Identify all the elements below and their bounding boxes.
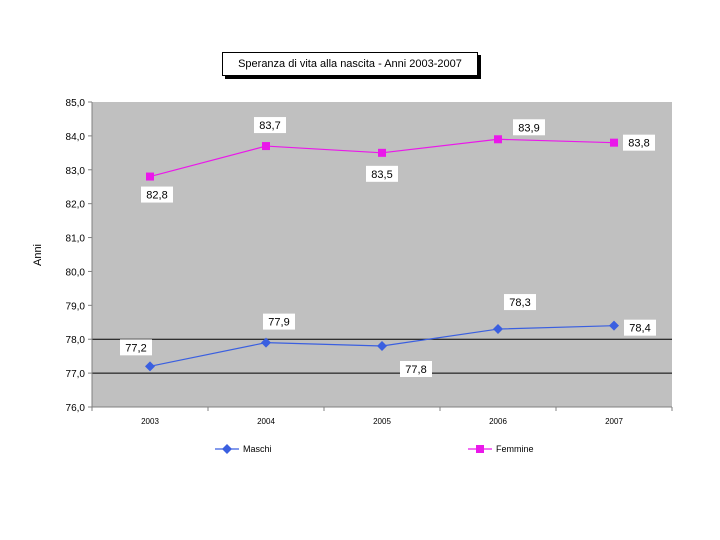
data-point-femmine bbox=[262, 142, 270, 151]
data-point-maschi bbox=[261, 337, 271, 348]
data-label-text: 78,4 bbox=[629, 323, 650, 335]
data-label-text: 78,3 bbox=[509, 297, 530, 309]
data-label-maschi: 77,9 bbox=[263, 313, 295, 330]
data-label-box bbox=[400, 361, 432, 377]
data-point-maschi bbox=[609, 320, 619, 331]
data-label-femmine: 82,8 bbox=[141, 186, 173, 203]
data-label-box bbox=[624, 319, 656, 336]
data-point-femmine bbox=[378, 148, 386, 157]
data-label-box bbox=[513, 119, 545, 136]
data-point-femmine bbox=[494, 135, 502, 144]
data-label-maschi: 77,2 bbox=[120, 339, 152, 356]
legend-label-femmine: Femmine bbox=[496, 444, 534, 454]
data-point-maschi bbox=[377, 341, 387, 351]
data-label-box bbox=[263, 313, 295, 330]
data-point-maschi bbox=[493, 324, 503, 335]
data-label-femmine: 83,7 bbox=[254, 117, 286, 134]
data-label-text: 83,8 bbox=[628, 138, 649, 150]
x-tick-label: 2007 bbox=[605, 417, 623, 426]
x-tick-label: 2006 bbox=[489, 417, 507, 426]
data-label-femmine: 83,8 bbox=[623, 134, 655, 151]
chart-title: Speranza di vita alla nascita - Anni 200… bbox=[222, 52, 478, 76]
data-label-text: 77,8 bbox=[405, 364, 426, 376]
x-tick-label: 2005 bbox=[373, 417, 391, 426]
legend-label-maschi: Maschi bbox=[243, 444, 272, 454]
data-label-box bbox=[254, 117, 286, 134]
data-label-box bbox=[141, 186, 173, 203]
data-label-text: 82,8 bbox=[146, 190, 167, 202]
data-label-box bbox=[623, 134, 655, 151]
data-label-box bbox=[120, 339, 152, 356]
data-label-text: 83,7 bbox=[259, 120, 280, 132]
data-label-maschi: 78,3 bbox=[504, 294, 536, 311]
y-tick-label: 81,0 bbox=[66, 234, 86, 245]
legend-marker-femmine bbox=[476, 445, 484, 453]
data-label-text: 77,2 bbox=[125, 342, 146, 354]
data-point-maschi bbox=[145, 361, 155, 372]
data-label-box bbox=[504, 294, 536, 311]
y-tick-label: 83,0 bbox=[66, 166, 86, 177]
y-tick-label: 80,0 bbox=[66, 267, 86, 278]
y-tick-label: 76,0 bbox=[66, 403, 86, 414]
data-label-text: 77,9 bbox=[268, 317, 289, 329]
y-tick-label: 84,0 bbox=[66, 132, 86, 143]
data-label-maschi: 78,4 bbox=[624, 319, 656, 336]
data-point-femmine bbox=[146, 172, 154, 181]
data-label-text: 83,9 bbox=[518, 122, 539, 134]
x-tick-label: 2004 bbox=[257, 417, 275, 426]
y-tick-label: 82,0 bbox=[66, 200, 86, 211]
y-tick-label: 85,0 bbox=[66, 98, 86, 109]
x-tick-label: 2003 bbox=[141, 417, 159, 426]
data-label-femmine: 83,9 bbox=[513, 119, 545, 136]
data-label-femmine: 83,5 bbox=[366, 165, 398, 182]
y-axis-label: Anni bbox=[32, 244, 44, 266]
legend-marker-maschi bbox=[222, 444, 232, 454]
plot-area bbox=[92, 102, 672, 407]
data-point-femmine bbox=[610, 138, 618, 147]
y-tick-label: 78,0 bbox=[66, 335, 86, 346]
y-tick-label: 79,0 bbox=[66, 301, 86, 312]
y-tick-label: 77,0 bbox=[66, 369, 86, 380]
data-label-maschi: 77,8 bbox=[400, 361, 432, 377]
data-label-text: 83,5 bbox=[371, 169, 392, 181]
data-label-box bbox=[366, 165, 398, 182]
